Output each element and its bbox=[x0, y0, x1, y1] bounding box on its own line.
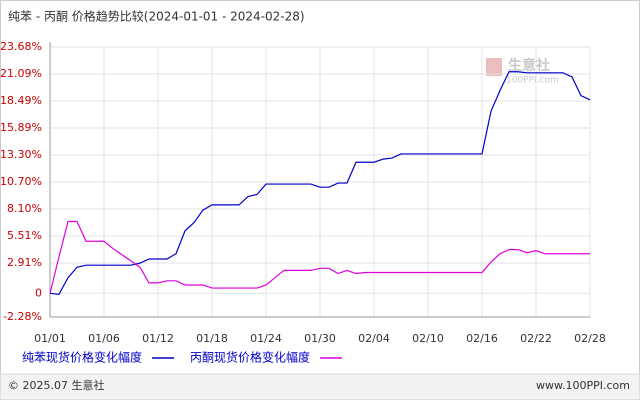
y-tick-label: 15.89% bbox=[0, 121, 42, 134]
x-tick-label: 01/12 bbox=[142, 332, 174, 345]
y-tick-label: 21.09% bbox=[0, 67, 42, 80]
x-tick-label: 01/06 bbox=[88, 332, 120, 345]
x-tick-label: 01/18 bbox=[196, 332, 228, 345]
x-tick-label: 02/16 bbox=[466, 332, 498, 345]
x-tick-label: 02/28 bbox=[574, 332, 606, 345]
footer-left: © 2025.07 生意社 bbox=[8, 378, 104, 392]
y-tick-label: 5.51% bbox=[7, 229, 42, 242]
x-tick-label: 01/30 bbox=[304, 332, 336, 345]
x-tick-label: 02/22 bbox=[520, 332, 552, 345]
x-tick-label: 01/24 bbox=[250, 332, 282, 345]
y-tick-label: 2.91% bbox=[7, 256, 42, 269]
y-tick-label: 10.70% bbox=[0, 175, 42, 188]
watermark-logo: 生意社 100PPI.com bbox=[486, 57, 559, 86]
watermark-url: 100PPI.com bbox=[506, 76, 559, 86]
x-tick-label: 02/04 bbox=[358, 332, 390, 345]
y-tick-label: 23.68% bbox=[0, 40, 42, 53]
watermark: 生意社 bbox=[508, 57, 550, 74]
legend-label: 丙酮现货价格变化幅度 bbox=[190, 350, 310, 365]
y-tick-label: 18.49% bbox=[0, 94, 42, 107]
footer-bar bbox=[0, 373, 640, 400]
logo-icon bbox=[486, 58, 502, 76]
y-tick-label: -2.28% bbox=[3, 310, 42, 323]
y-tick-label: 13.30% bbox=[0, 148, 42, 161]
x-tick-label: 01/01 bbox=[34, 332, 66, 345]
y-tick-label: 0 bbox=[35, 286, 42, 299]
y-tick-label: 8.10% bbox=[7, 202, 42, 215]
series-line bbox=[49, 220, 590, 294]
legend-label: 纯苯现货价格变化幅度 bbox=[22, 350, 142, 365]
chart-title: 纯苯 - 丙酮 价格趋势比较(2024-01-01 - 2024-02-28) bbox=[8, 9, 305, 24]
x-tick-label: 02/10 bbox=[412, 332, 444, 345]
footer-right: www.100PPI.com bbox=[536, 379, 630, 392]
series-line bbox=[49, 71, 591, 295]
